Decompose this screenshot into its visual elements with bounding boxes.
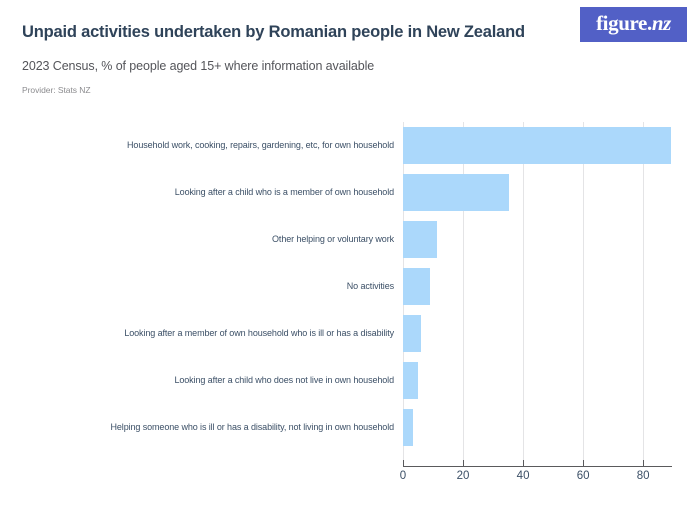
- chart-provider: Provider: Stats NZ: [22, 85, 91, 95]
- bar[interactable]: [403, 221, 437, 258]
- logo-text: figure.nz: [596, 13, 671, 36]
- bar-row: Looking after a member of own household …: [0, 310, 700, 357]
- chart-header: Unpaid activities undertaken by Romanian…: [0, 0, 700, 112]
- category-label: No activities: [346, 281, 394, 291]
- logo-text-accent: nz: [651, 11, 671, 35]
- bar[interactable]: [403, 174, 510, 211]
- bar[interactable]: [403, 409, 414, 446]
- logo-text-main: figure.: [596, 11, 652, 35]
- page-title: Unpaid activities undertaken by Romanian…: [22, 23, 525, 41]
- x-tick: [523, 460, 525, 466]
- category-label: Looking after a child who is a member of…: [174, 187, 394, 197]
- figurenz-logo[interactable]: figure.nz: [580, 7, 687, 42]
- gridline: [583, 122, 585, 466]
- x-axis-line: [403, 466, 672, 467]
- x-tick: [463, 460, 465, 466]
- x-tick: [643, 460, 645, 466]
- gridline: [523, 122, 525, 466]
- x-tick: [403, 460, 404, 466]
- x-tick-label: 60: [576, 470, 590, 482]
- bar[interactable]: [403, 315, 422, 352]
- x-tick: [583, 460, 585, 466]
- category-label: Helping someone who is ill or has a disa…: [110, 422, 395, 432]
- category-label: Looking after a member of own household …: [124, 328, 394, 338]
- x-tick-label: 40: [516, 470, 530, 482]
- gridline: [643, 122, 645, 466]
- chart-subtitle: 2023 Census, % of people aged 15+ where …: [22, 59, 375, 73]
- x-tick-label: 80: [636, 470, 650, 482]
- bar[interactable]: [403, 268, 431, 305]
- bar-chart: 0 20 40 60 80 Household work, cooking, repai…: [0, 112, 700, 525]
- bar-row: Household work, cooking, repairs, garden…: [0, 122, 700, 169]
- category-label: Other helping or voluntary work: [272, 234, 394, 244]
- bar[interactable]: [403, 127, 672, 164]
- gridline: [463, 122, 465, 466]
- bar[interactable]: [403, 362, 419, 399]
- category-label: Looking after a child who does not live …: [174, 375, 394, 385]
- bar-row: Helping someone who is ill or has a disa…: [0, 404, 700, 451]
- x-tick-label: 0: [399, 470, 407, 482]
- bar-row: No activities: [0, 263, 700, 310]
- bar-row: Other helping or voluntary work: [0, 216, 700, 263]
- bar-row: Looking after a child who is a member of…: [0, 169, 700, 216]
- x-tick-label: 20: [456, 470, 470, 482]
- category-label: Household work, cooking, repairs, garden…: [127, 140, 394, 150]
- bar-row: Looking after a child who does not live …: [0, 357, 700, 404]
